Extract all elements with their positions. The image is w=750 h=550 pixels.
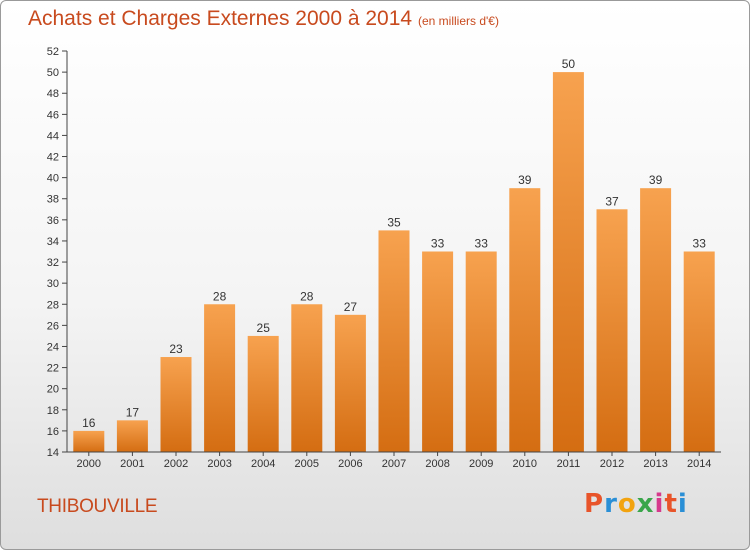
y-tick-label: 40	[47, 173, 59, 185]
bar-value-label: 39	[518, 173, 532, 187]
bar	[291, 304, 323, 452]
x-tick-label: 2008	[425, 458, 449, 470]
chart-unit-note: (en milliers d'€)	[418, 14, 499, 28]
bar-value-label: 23	[169, 342, 183, 356]
bar-value-label: 27	[344, 300, 358, 314]
x-tick-label: 2009	[469, 458, 493, 470]
bar-value-label: 16	[82, 416, 96, 430]
bar-value-label: 37	[605, 194, 619, 208]
logo-letter: i	[654, 489, 665, 519]
y-tick-label: 24	[47, 341, 59, 353]
bar	[160, 357, 192, 452]
bar-value-label: 35	[387, 215, 401, 229]
y-tick-label: 34	[47, 236, 59, 248]
y-tick-label: 52	[47, 46, 59, 58]
bars: 16 17 23 28 25 28 27 35 33 33 39 50 37 39 33	[73, 57, 715, 453]
x-tick-label: 2003	[207, 458, 231, 470]
bar-value-label: 39	[649, 173, 663, 187]
x-tick-label: 2001	[120, 458, 144, 470]
y-tick-label: 28	[47, 299, 59, 311]
y-tick-label: 44	[47, 130, 59, 142]
commune-name: THIBOUVILLE	[37, 496, 158, 517]
x-tick-label: 2014	[687, 458, 711, 470]
y-tick-label: 20	[47, 384, 59, 396]
y-tick-label: 16	[47, 426, 59, 438]
y-tick-label: 14	[47, 447, 59, 459]
y-tick-label: 50	[47, 67, 59, 79]
logo-letter: o	[617, 489, 637, 519]
y-tick-label: 26	[47, 320, 59, 332]
x-tick-label: 2011	[557, 458, 581, 470]
bar	[596, 209, 628, 452]
x-tick-label: 2007	[382, 458, 406, 470]
logo-letter: t	[664, 489, 678, 519]
y-tick-label: 18	[47, 405, 59, 417]
y-tick-label: 30	[47, 278, 59, 290]
x-tick-label: 2000	[77, 458, 101, 470]
chart-title: Achats et Charges Externes 2000 à 2014	[28, 7, 413, 30]
x-tick-label: 2002	[164, 458, 188, 470]
bar	[683, 251, 715, 452]
y-tick-label: 46	[47, 109, 59, 121]
logo-letter: x	[636, 489, 655, 519]
bar	[116, 420, 148, 452]
logo-letter: r	[604, 489, 618, 519]
logo-letter: i	[677, 489, 688, 519]
y-tick-label: 42	[47, 152, 59, 164]
y-tick-label: 38	[47, 194, 59, 206]
x-tick-label: 2004	[251, 458, 275, 470]
x-tick-label: 2005	[295, 458, 319, 470]
y-tick-label: 48	[47, 88, 59, 100]
bar	[73, 430, 105, 452]
bar	[509, 188, 541, 452]
bar-value-label: 33	[693, 237, 707, 251]
bar-value-label: 17	[126, 405, 140, 419]
bar-value-label: 28	[213, 289, 227, 303]
x-axis: 2000 2001 2002 2003 2004 2005 2006 2007 2008 2009…	[67, 451, 721, 470]
y-tick-label: 22	[47, 363, 59, 375]
bar	[378, 230, 410, 452]
bar	[247, 335, 279, 452]
bar-value-label: 50	[562, 57, 576, 71]
bar-value-label: 33	[475, 237, 489, 251]
x-tick-label: 2012	[600, 458, 624, 470]
bar-value-label: 33	[431, 237, 445, 251]
logo-letter: P	[584, 489, 605, 519]
y-tick-label: 36	[47, 215, 59, 227]
x-tick-label: 2010	[513, 458, 537, 470]
bar	[465, 251, 497, 452]
bar-value-label: 28	[300, 289, 314, 303]
x-tick-label: 2006	[338, 458, 362, 470]
proxiti-logo: Proxiti	[584, 489, 688, 519]
bar	[640, 188, 672, 452]
bar-value-label: 25	[257, 321, 271, 335]
bar	[334, 314, 366, 452]
y-tick-label: 32	[47, 257, 59, 269]
x-tick-label: 2013	[643, 458, 667, 470]
bar	[204, 304, 236, 452]
bar	[422, 251, 454, 452]
bar	[552, 72, 584, 453]
y-axis: 14 16 18 20 22 24 26 28 30 32 34 36 38 40 42 44 46 48 50 52	[47, 46, 68, 459]
